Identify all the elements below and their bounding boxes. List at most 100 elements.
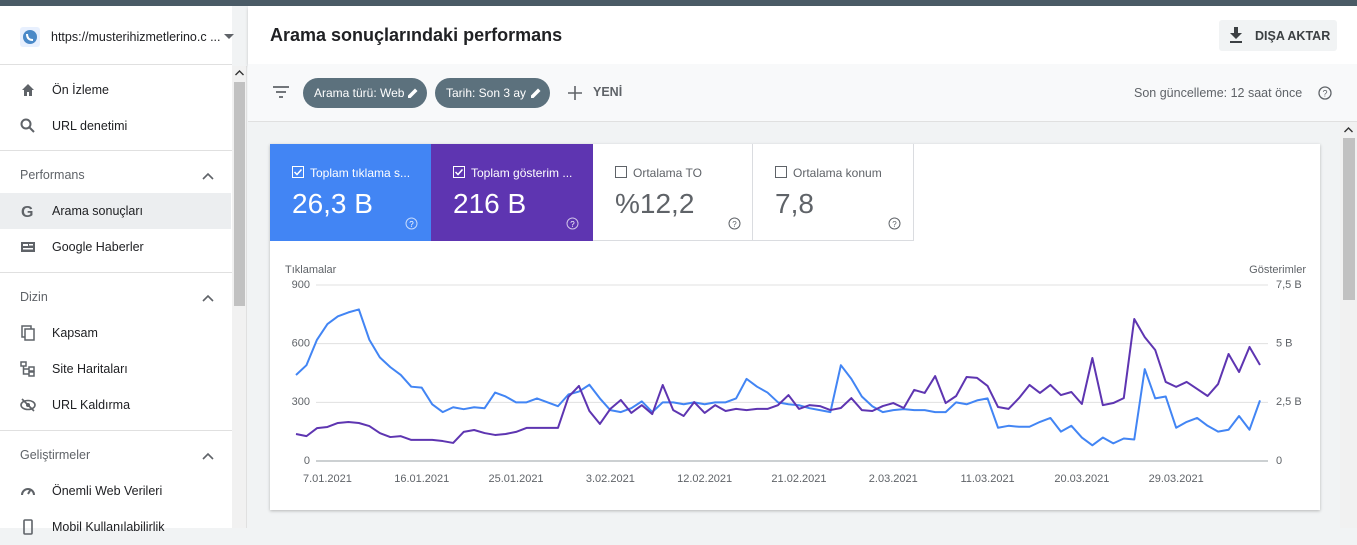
svg-text:?: ? bbox=[1322, 89, 1327, 99]
icon bbox=[20, 361, 35, 377]
performance-card: Toplam tıklama s... 26,3 B ? Toplam göst… bbox=[270, 144, 1320, 510]
filter-icon[interactable] bbox=[273, 86, 289, 98]
metric-label: Toplam gösterim ... bbox=[471, 166, 573, 180]
divider bbox=[0, 430, 232, 431]
metric-value: %12,2 bbox=[615, 188, 695, 219]
group-title: Geliştirmeler bbox=[20, 448, 91, 462]
nav-label: Ön İzleme bbox=[52, 83, 109, 97]
nav-item[interactable]: G Arama sonuçları bbox=[0, 193, 231, 229]
icon bbox=[23, 519, 33, 535]
help-icon[interactable]: ? bbox=[888, 217, 901, 230]
x-tick-label: 25.01.2021 bbox=[489, 473, 544, 485]
nav-item[interactable]: URL Kaldırma bbox=[0, 387, 231, 423]
x-tick-label: 3.02.2021 bbox=[586, 473, 635, 485]
add-icon[interactable] bbox=[568, 86, 582, 100]
scroll-up[interactable] bbox=[235, 70, 244, 76]
checkbox[interactable] bbox=[292, 166, 304, 178]
site-selector[interactable]: https://musterihizmetlerino.c ... bbox=[0, 20, 247, 64]
page-title: Arama sonuçlarındaki performans bbox=[270, 25, 563, 45]
scroll-thumb[interactable] bbox=[234, 82, 245, 306]
icon bbox=[21, 488, 35, 496]
scroll-thumb[interactable] bbox=[1343, 138, 1355, 300]
y2-tick-label: 0 bbox=[1276, 455, 1282, 467]
dropdown-arrow bbox=[224, 34, 234, 39]
y-tick-label: 0 bbox=[304, 455, 310, 467]
x-tick-label: 2.03.2021 bbox=[869, 473, 918, 485]
download-icon bbox=[1230, 27, 1242, 43]
checkbox[interactable] bbox=[775, 166, 787, 178]
chip-label: Arama türü: Web bbox=[314, 86, 405, 100]
x-tick-label: 12.02.2021 bbox=[677, 473, 732, 485]
nav-item[interactable]: Kapsam bbox=[0, 315, 231, 351]
metric-label: Ortalama TO bbox=[633, 166, 702, 180]
divider bbox=[0, 150, 232, 151]
y-tick-label: 300 bbox=[292, 396, 310, 408]
icon bbox=[21, 325, 35, 341]
filter-chip[interactable]: Tarih: Son 3 ay bbox=[435, 78, 550, 108]
filter-bar: Arama türü: Web Tarih: Son 3 ay YENİ Son… bbox=[248, 64, 1357, 122]
divider bbox=[0, 64, 232, 65]
help-icon[interactable]: ? bbox=[728, 217, 741, 230]
edit-icon bbox=[531, 88, 541, 98]
divider bbox=[0, 272, 232, 273]
x-tick-label: 16.01.2021 bbox=[394, 473, 449, 485]
nav-label: URL Kaldırma bbox=[52, 398, 131, 412]
x-tick-label: 21.02.2021 bbox=[771, 473, 826, 485]
group-title: Dizin bbox=[20, 290, 48, 304]
scroll-up[interactable] bbox=[1344, 127, 1353, 133]
x-tick-label: 29.03.2021 bbox=[1149, 473, 1204, 485]
metric-value: 216 B bbox=[453, 188, 527, 219]
nav-label: Google Haberler bbox=[52, 240, 144, 254]
nav-label: Arama sonuçları bbox=[52, 204, 144, 218]
y2-tick-label: 7,5 B bbox=[1276, 279, 1302, 291]
nav-label: Site Haritaları bbox=[52, 362, 128, 376]
y-tick-label: 600 bbox=[292, 338, 310, 350]
nav-item[interactable]: URL denetimi bbox=[0, 108, 231, 144]
chip-label: Tarih: Son 3 ay bbox=[446, 86, 527, 100]
collapse-icon[interactable] bbox=[202, 294, 214, 302]
nav-label: Kapsam bbox=[52, 326, 98, 340]
last-update: Son güncelleme: 12 saat önce bbox=[1134, 86, 1303, 100]
export-button[interactable]: DIŞA AKTAR bbox=[1219, 20, 1337, 51]
y2-tick-label: 2,5 B bbox=[1276, 396, 1302, 408]
checkbox[interactable] bbox=[615, 166, 627, 178]
icon bbox=[21, 242, 35, 252]
x-tick-label: 20.03.2021 bbox=[1054, 473, 1109, 485]
header: Arama sonuçlarındaki performans DIŞA AKT… bbox=[248, 6, 1357, 64]
help-icon[interactable]: ? bbox=[566, 217, 579, 230]
nav-label: Mobil Kullanılabilirlik bbox=[52, 520, 165, 534]
nav-item[interactable]: Site Haritaları bbox=[0, 351, 231, 387]
svg-text:?: ? bbox=[892, 220, 897, 229]
collapse-icon[interactable] bbox=[202, 172, 214, 180]
nav-label: Önemli Web Verileri bbox=[52, 484, 163, 498]
x-tick-label: 7.01.2021 bbox=[303, 473, 352, 485]
y2-axis-title: Gösterimler bbox=[1249, 264, 1306, 276]
filter-chip[interactable]: Arama türü: Web bbox=[303, 78, 427, 108]
collapse-icon[interactable] bbox=[202, 452, 214, 460]
icon bbox=[22, 84, 34, 96]
nav-item[interactable]: Ön İzleme bbox=[0, 72, 231, 108]
metric-card[interactable]: Toplam tıklama s... 26,3 B ? bbox=[270, 144, 431, 241]
metric-card[interactable]: Toplam gösterim ... 216 B ? bbox=[431, 144, 593, 241]
svg-text:?: ? bbox=[732, 220, 737, 229]
chart: Tıklamalar Gösterimler 0 300 600 900 0 2,5 B 5… bbox=[285, 264, 1306, 485]
y-axis-title: Tıklamalar bbox=[285, 264, 337, 276]
group-title: Performans bbox=[20, 168, 85, 182]
icon bbox=[20, 398, 36, 412]
new-filter[interactable]: YENİ bbox=[593, 85, 623, 99]
svg-text:?: ? bbox=[409, 220, 414, 229]
help-icon[interactable]: ? bbox=[1318, 86, 1332, 100]
metric-label: Ortalama konum bbox=[793, 166, 882, 180]
metric-value: 7,8 bbox=[775, 188, 814, 219]
nav-item[interactable]: Mobil Kullanılabilirlik bbox=[0, 509, 231, 545]
checkbox[interactable] bbox=[453, 166, 465, 178]
site-icon bbox=[20, 27, 40, 47]
metric-card[interactable]: Ortalama konum 7,8 ? bbox=[753, 144, 914, 241]
help-icon[interactable]: ? bbox=[405, 217, 418, 230]
site-url: https://musterihizmetlerino.c ... bbox=[51, 30, 221, 44]
y2-tick-label: 5 B bbox=[1276, 338, 1293, 350]
nav-item[interactable]: Google Haberler bbox=[0, 229, 231, 265]
nav-item[interactable]: Önemli Web Verileri bbox=[0, 473, 231, 509]
metric-card[interactable]: Ortalama TO %12,2 ? bbox=[593, 144, 753, 241]
